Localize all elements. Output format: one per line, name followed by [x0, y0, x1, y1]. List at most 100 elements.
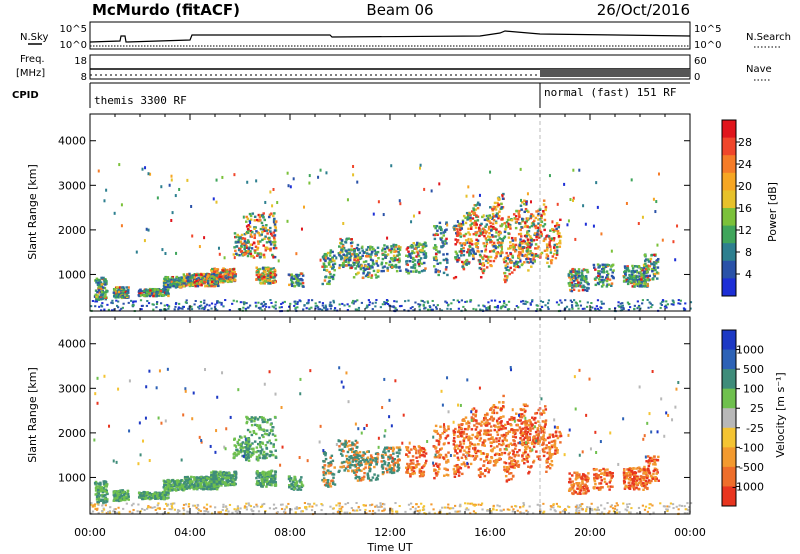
- echo-cell: [405, 248, 409, 251]
- echo-cell: [546, 302, 550, 305]
- echo-cell: [603, 278, 606, 282]
- echo-cell: [390, 245, 393, 248]
- echo-cell: [182, 509, 186, 512]
- echo-cell: [423, 250, 426, 253]
- echo-cell: [541, 300, 545, 303]
- echo-cell: [170, 489, 174, 492]
- echo-cell: [547, 308, 550, 311]
- echo-cell: [105, 290, 109, 293]
- echo-cell: [205, 303, 209, 306]
- echo-cell: [525, 231, 529, 234]
- echo-cell: [432, 304, 435, 307]
- echo-cell: [234, 249, 237, 253]
- echo-cell: [153, 287, 157, 291]
- echo-cell: [576, 276, 580, 279]
- echo-cell: [457, 307, 460, 310]
- echo-cell: [175, 275, 179, 279]
- echo-cell: [490, 234, 494, 237]
- echo-cell: [112, 510, 115, 513]
- echo-cell: [232, 299, 235, 302]
- echo-cell: [457, 224, 460, 227]
- echo-cell: [223, 477, 227, 480]
- echo-cell: [441, 241, 445, 244]
- ytick-label: 3000: [58, 179, 86, 192]
- cpid-mode2-label: normal (fast) 151 RF: [544, 86, 676, 99]
- echo-cell: [504, 280, 507, 284]
- echo-cell: [505, 251, 508, 255]
- echo-cell: [611, 271, 614, 274]
- echo-cell: [268, 281, 272, 285]
- echo-cell: [263, 256, 266, 259]
- echo-cell: [179, 285, 183, 288]
- echo-cell: [394, 257, 397, 260]
- echo-cell: [311, 505, 314, 508]
- echo-cell: [242, 242, 246, 245]
- echo-cell: [186, 178, 189, 182]
- echo-cell: [555, 502, 559, 505]
- echo-cell: [301, 274, 305, 277]
- echo-cell: [539, 235, 542, 238]
- echo-cell: [526, 217, 529, 220]
- echo-cell: [203, 236, 206, 240]
- echo-cell: [370, 276, 373, 279]
- echo-cell: [424, 244, 428, 247]
- echo-cell: [537, 228, 541, 231]
- echo-cell: [338, 504, 341, 507]
- echo-cell: [265, 229, 268, 232]
- echo-cell: [371, 259, 375, 262]
- echo-cell: [176, 480, 179, 484]
- echo-cell: [419, 166, 422, 170]
- echo-cell: [331, 277, 335, 281]
- echo-cell: [243, 247, 246, 251]
- echo-cell: [234, 510, 237, 513]
- echo-cell: [99, 287, 103, 291]
- echo-cell: [256, 248, 259, 251]
- echo-cell: [533, 260, 537, 263]
- echo-cell: [155, 512, 159, 515]
- echo-cell: [252, 241, 256, 245]
- echo-cell: [636, 282, 639, 286]
- echo-cell: [575, 507, 578, 510]
- echo-cell: [610, 282, 614, 285]
- echo-cell: [259, 274, 262, 277]
- echo-cell: [456, 228, 459, 232]
- echo-cell: [162, 308, 166, 311]
- echo-cell: [383, 265, 386, 268]
- echo-cell: [569, 288, 572, 292]
- echo-cell: [125, 294, 129, 297]
- echo-cell: [398, 505, 401, 508]
- echo-cell: [203, 484, 206, 488]
- echo-cell: [567, 273, 571, 276]
- beam-title: Beam 06: [366, 1, 433, 19]
- echo-cell: [186, 482, 189, 485]
- echo-cell: [273, 212, 276, 215]
- echo-cell: [166, 483, 170, 487]
- freq-tick-high: 18: [74, 56, 87, 67]
- echo-cell: [522, 503, 526, 506]
- echo-cell: [126, 489, 130, 493]
- freq-label: Freq.: [20, 54, 45, 65]
- echo-cell: [348, 256, 352, 259]
- echo-cell: [156, 495, 159, 498]
- echo-cell: [323, 258, 326, 261]
- echo-cell: [460, 251, 463, 255]
- echo-cell: [666, 508, 669, 511]
- echo-cell: [240, 233, 244, 237]
- echo-cell: [361, 245, 364, 249]
- echo-cell: [101, 302, 104, 305]
- echo-cell: [342, 265, 345, 269]
- echo-cell: [422, 261, 426, 265]
- echo-cell: [314, 305, 317, 308]
- echo-cell: [602, 283, 605, 287]
- echo-cell: [479, 255, 482, 258]
- echo-cell: [661, 238, 664, 242]
- echo-cell: [113, 211, 116, 215]
- echo-cell: [188, 284, 192, 288]
- echo-cell: [164, 283, 168, 287]
- nsky-trace: [89, 30, 691, 43]
- echo-cell: [120, 203, 123, 207]
- echo-cell: [359, 256, 362, 259]
- echo-cell: [340, 255, 343, 259]
- echo-cell: [377, 269, 380, 272]
- echo-cell: [584, 222, 587, 226]
